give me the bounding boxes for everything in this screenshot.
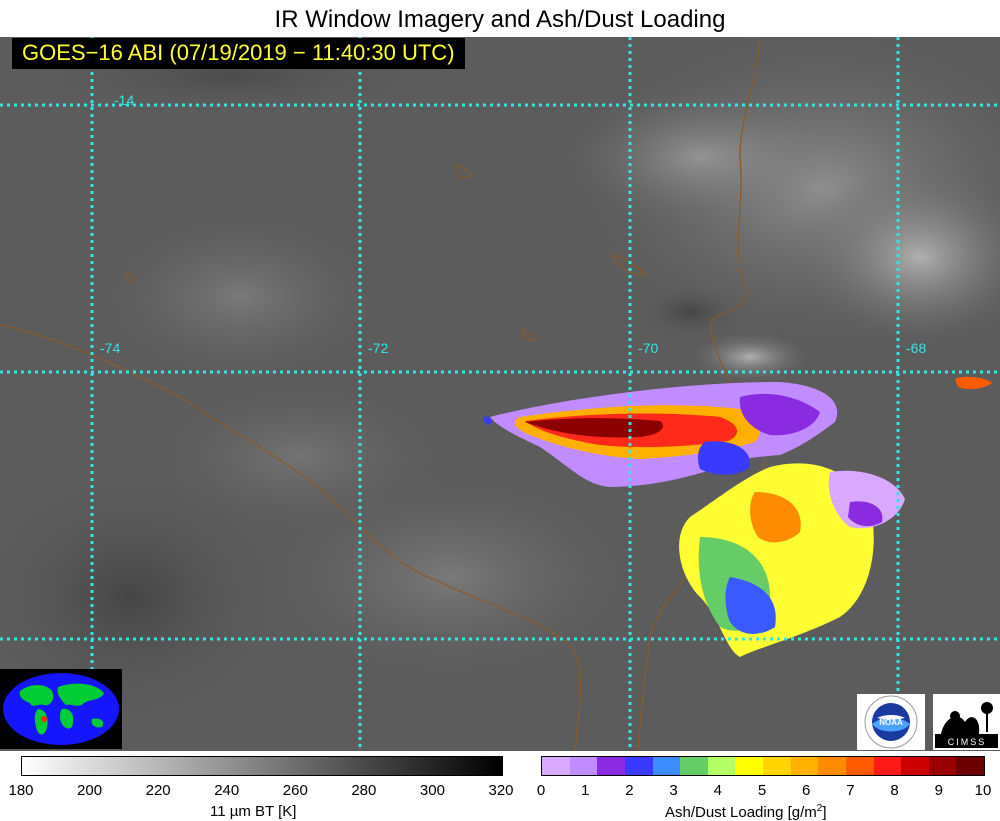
ash-colorbar-swatch: [956, 757, 984, 775]
ash-colorbar-tick: 9: [934, 782, 943, 799]
ash-colorbar: [541, 756, 985, 776]
noaa-logo: NOAA: [857, 694, 925, 750]
ash-colorbar-swatch: [542, 757, 570, 775]
ash-colorbar-tick: 4: [713, 782, 722, 799]
ash-colorbar-tick: 6: [802, 782, 811, 799]
ash-plume: [483, 376, 992, 657]
bt-colorbar-tick: 260: [282, 782, 308, 799]
bt-colorbar-tick: 220: [145, 782, 171, 799]
lon-label: -74: [100, 340, 121, 356]
ash-colorbar-swatch: [624, 757, 653, 775]
lon-label: -72: [368, 340, 389, 356]
cimss-text: CIMSS: [948, 737, 987, 747]
bt-colorbar-tick: 240: [214, 782, 240, 799]
ash-colorbar-tick: 1: [581, 782, 590, 799]
ash-colorbar-tick: 0: [536, 782, 546, 799]
noaa-text: NOAA: [879, 718, 903, 727]
ash-colorbar-swatch: [818, 757, 846, 775]
ash-colorbar-swatch: [597, 757, 625, 775]
graticule: [0, 37, 1000, 751]
satellite-timestamp: GOES−16 ABI (07/19/2019 − 11:40:30 UTC): [12, 38, 465, 69]
ash-colorbar-swatch: [845, 757, 874, 775]
ash-colorbar-swatch: [569, 757, 598, 775]
bt-colorbar-tick: 300: [419, 782, 445, 799]
cloud-region: [800, 167, 1000, 347]
ash-colorbar-swatch: [652, 757, 681, 775]
globe-map-icon: [0, 669, 122, 749]
figure-title: IR Window Imagery and Ash/Dust Loading: [274, 6, 726, 33]
ash-colorbar-swatch: [763, 757, 791, 775]
bt-colorbar-unit: 11 µm BT [K]: [210, 803, 297, 820]
dark-region: [0, 457, 300, 737]
ash-colorbar-tick: 2: [625, 782, 634, 799]
ash-colorbar-swatch: [680, 757, 708, 775]
bt-colorbar-tick: 320: [488, 782, 514, 799]
ash-colorbar-tick: 7: [846, 782, 855, 799]
ash-colorbar-swatch: [735, 757, 763, 775]
lat-label: -14: [114, 92, 135, 108]
cimss-logo: CIMSS: [933, 694, 1000, 750]
cloud-region: [690, 332, 810, 382]
ash-colorbar-swatch: [873, 757, 902, 775]
lon-label: -70: [638, 340, 659, 356]
bt-colorbar-tick: 180: [8, 782, 34, 799]
satellite-map: [0, 37, 1000, 751]
terrain-region: [90, 207, 390, 387]
ash-colorbar-swatch: [928, 757, 957, 775]
bt-colorbar-tick: 200: [77, 782, 103, 799]
ash-colorbar-tick: 10: [974, 782, 992, 799]
bt-colorbar-tick: 280: [351, 782, 377, 799]
ash-colorbar-tick: 8: [890, 782, 899, 799]
ash-colorbar-tick: 5: [757, 782, 767, 799]
dark-region: [635, 282, 745, 342]
ash-colorbar-swatch: [790, 757, 819, 775]
lon-label: -68: [906, 340, 927, 356]
bt-colorbar: [21, 756, 503, 776]
ash-colorbar-swatch: [901, 757, 929, 775]
ash-colorbar-tick: 3: [669, 782, 678, 799]
ash-colorbar-unit: Ash/Dust Loading [g/m2]: [665, 803, 827, 821]
cloud-region: [560, 87, 840, 227]
ash-colorbar-swatch: [707, 757, 736, 775]
